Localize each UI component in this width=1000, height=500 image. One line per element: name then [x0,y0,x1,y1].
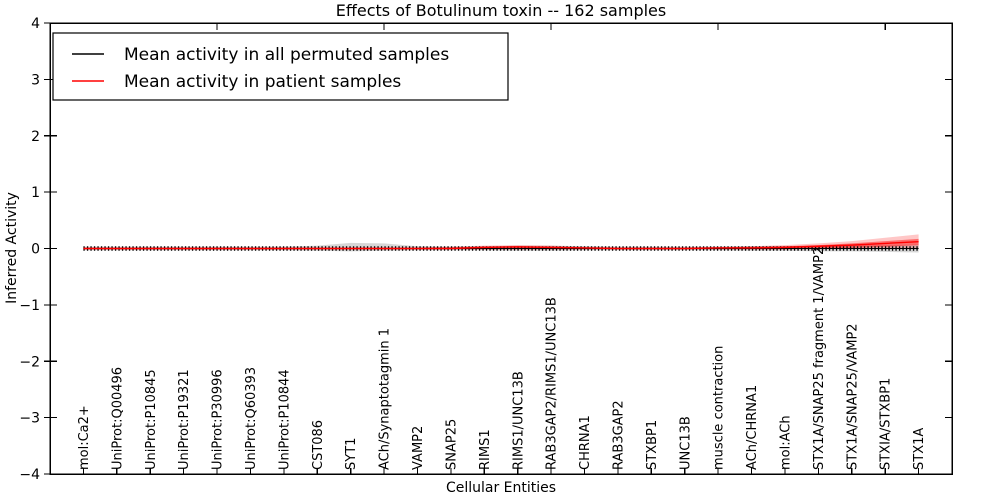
x-tick-label: SYT1 [344,438,359,470]
x-tick-label: VAMP2 [411,426,426,470]
x-tick-label: UniProt:Q60393 [244,367,259,470]
axes: −4 −3 −2 −1 0 1 2 3 4 mol:Ca2+ UniProt:Q00496 UniPr… [19,16,953,483]
x-tick-label: muscle contraction [712,346,727,470]
x-tick-label: UniProt:P19321 [177,369,192,470]
y-tick-label: 3 [31,72,40,88]
y-tick-label: 0 [31,242,40,258]
x-tick-label: UniProt:P10845 [144,369,159,470]
x-tick-label: UniProt:Q00496 [110,367,125,470]
y-tick-label: −4 [19,467,40,483]
series-line-patient [83,241,919,250]
x-tick-label: STX1A/SNAP25 fragment 1/VAMP2 [812,247,827,470]
x-tick-label: RIMS1/UNC13B [511,371,526,470]
legend-box [52,32,509,101]
x-tick-label: RAB3GAP2 [611,400,626,470]
legend: Mean activity in all permuted samples Me… [52,32,509,101]
x-tick-label: RAB3GAP2/RIMS1/UNC13B [545,297,560,470]
chart-title: Effects of Botulinum toxin -- 162 sample… [336,1,666,20]
x-tick-label: UniProt:P30996 [211,369,226,470]
x-tick-label: ACh/Synaptotagmin 1 [378,328,393,470]
x-tick-label: mol:ACh [779,415,794,470]
x-tick-label: STX1A/SNAP25/VAMP2 [845,323,860,470]
plot-area [83,234,919,253]
x-tick-label: STX1A [912,428,927,470]
x-tick-label: UNC13B [678,416,693,470]
x-tick-label: CHRNA1 [578,415,593,470]
x-tick-label: STXBP1 [645,420,660,470]
legend-label-patient: Mean activity in patient samples [124,72,401,92]
y-tick-label: −3 [19,411,40,427]
y-tick-label: −1 [19,298,40,314]
y-tick-label: −2 [19,354,40,370]
x-tick-label: mol:Ca2+ [77,405,92,470]
legend-label-permuted: Mean activity in all permuted samples [124,45,449,65]
x-tick-label: SNAP25 [444,419,459,470]
x-tick-label: RIMS1 [478,429,493,470]
x-axis-label: Cellular Entities [446,480,556,496]
x-tick-label: UniProt:P10844 [277,369,292,470]
x-tick-label: STXIA/STXBP1 [879,378,894,470]
y-tick-label: 4 [31,16,40,32]
y-tick-label: 1 [31,185,40,201]
x-tick-label: CST086 [311,420,326,470]
x-tick-label: ACh/CHRNA1 [745,385,760,470]
y-axis-label: Inferred Activity [4,192,20,304]
y-tick-label: 2 [31,129,40,145]
